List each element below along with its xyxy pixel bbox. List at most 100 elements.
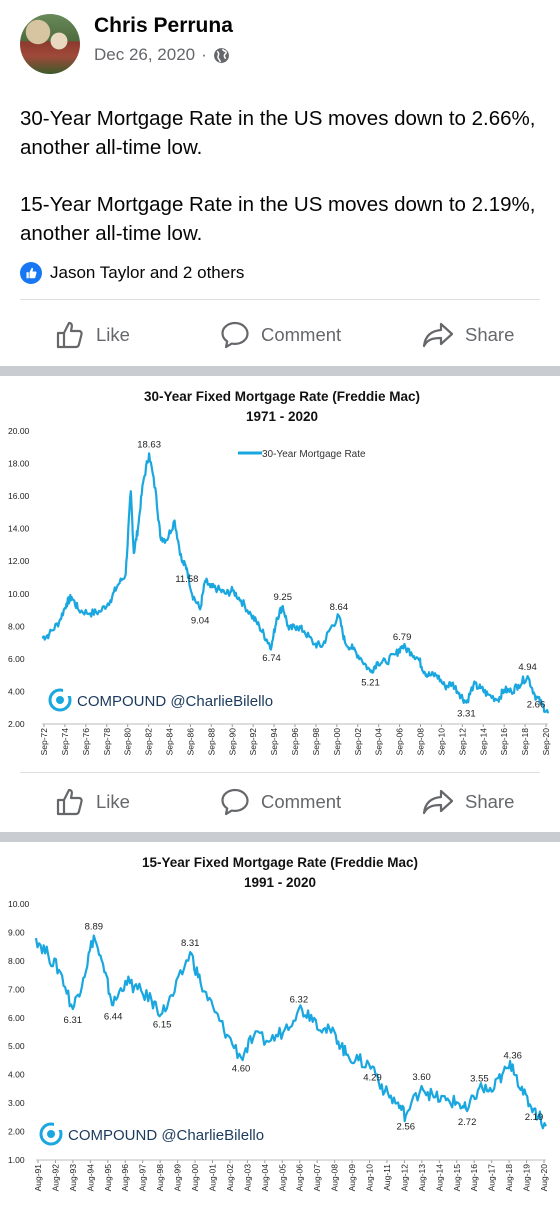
x-tick-label: Aug-92 [50,1164,60,1192]
y-tick-label: 18.00 [8,459,30,469]
x-tick-label: Sep-10 [436,728,446,756]
thumbs-up-icon [56,788,83,816]
chart-15-year[interactable]: 15-Year Fixed Mortgage Rate (Freddie Mac… [0,842,560,1200]
x-tick-label: Aug-97 [138,1164,148,1192]
post-date[interactable]: Dec 26, 2020 [94,45,196,64]
y-tick-label: 5.00 [8,1041,25,1051]
avatar[interactable] [20,14,80,74]
chart-15-year-svg: 15-Year Fixed Mortgage Rate (Freddie Mac… [8,855,549,1192]
reactions-summary[interactable]: Jason Taylor and 2 others [20,262,244,284]
author-name[interactable]: Chris Perruna [94,14,233,37]
y-tick-label: 8.00 [8,621,25,631]
chart-subtitle: 1991 - 2020 [244,875,316,890]
meta-separator: · [201,45,207,64]
x-tick-label: Aug-94 [85,1164,95,1192]
x-tick-label: Sep-80 [123,728,133,756]
data-label: 8.89 [85,922,104,933]
action-bar: Like Comment Share [0,307,560,363]
data-label: 6.31 [64,1015,83,1026]
y-tick-label: 10.00 [8,589,30,599]
share-button[interactable]: Share [421,774,514,830]
x-tick-label: Aug-95 [103,1164,113,1192]
x-tick-label: Aug-11 [382,1164,392,1191]
x-tick-label: Aug-93 [68,1164,78,1192]
x-tick-label: Sep-16 [499,728,509,756]
x-axis: Sep-72 Sep-74 Sep-76 Sep-78 Sep-80 Sep-82 Sep-… [39,723,551,756]
x-tick-label: Sep-94 [269,728,279,756]
x-tick-label: Aug-06 [295,1164,305,1192]
data-label: 3.55 [470,1073,489,1084]
like-label: Like [96,791,130,812]
x-tick-label: Aug-09 [347,1164,357,1192]
chart-30-year[interactable]: 30-Year Fixed Mortgage Rate (Freddie Mac… [0,376,560,772]
compound-logo: COMPOUND @CharlieBilello [48,688,273,712]
data-label: 6.74 [262,653,281,664]
x-tick-label: Sep-18 [520,728,530,756]
share-icon [422,322,454,348]
y-tick-label: 2.00 [8,719,25,729]
x-tick-label: Aug-04 [260,1164,270,1192]
comment-button[interactable]: Comment [219,307,341,363]
x-tick-label: Aug-07 [312,1164,322,1192]
data-label: 2.56 [397,1122,416,1133]
like-button[interactable]: Like [54,307,130,363]
x-tick-label: Aug-03 [242,1164,252,1192]
divider [20,772,540,773]
y-tick-label: 10.00 [8,899,30,909]
chart-subtitle: 1971 - 2020 [246,409,318,424]
section-gap [0,366,560,376]
y-tick-label: 14.00 [8,524,30,534]
post-meta: Dec 26, 2020 · [94,45,230,65]
x-tick-label: Sep-86 [185,728,195,756]
data-label: 4.36 [503,1050,522,1061]
x-tick-label: Sep-20 [541,728,551,756]
action-bar-image: Like Comment Share [0,774,560,830]
x-tick-label: Aug-16 [469,1164,479,1192]
x-tick-label: Aug-18 [504,1164,514,1192]
share-icon [422,789,454,815]
comment-button[interactable]: Comment [219,774,341,830]
section-gap [0,832,560,842]
data-label: 3.31 [457,709,476,720]
post-text: 30-Year Mortgage Rate in the US moves do… [20,104,540,276]
comment-icon [221,788,249,816]
x-tick-label: Aug-08 [330,1164,340,1192]
y-tick-label: 12.00 [8,556,30,566]
data-label: 6.44 [104,1011,123,1022]
like-label: Like [96,324,130,345]
post-header: Chris Perruna Dec 26, 2020 · [0,0,560,90]
x-tick-label: Aug-91 [33,1164,43,1192]
x-tick-label: Aug-14 [434,1164,444,1192]
compound-logo: COMPOUND @CharlieBilello [39,1122,264,1146]
chart-title: 30-Year Fixed Mortgage Rate (Freddie Mac… [144,389,420,404]
share-button[interactable]: Share [421,307,514,363]
chart-title: 15-Year Fixed Mortgage Rate (Freddie Mac… [142,855,418,870]
share-label: Share [465,324,515,345]
data-label: 2.19 [525,1112,544,1123]
data-label: 2.66 [527,699,546,710]
y-tick-label: 16.00 [8,491,30,501]
x-tick-label: Aug-01 [207,1164,217,1192]
like-reaction-icon [20,262,42,284]
x-tick-label: Sep-82 [144,728,154,756]
data-label: 11.58 [175,574,198,585]
series-line-30-year [41,452,550,714]
comment-icon [221,321,249,349]
post-text-line-2: 15-Year Mortgage Rate in the US moves do… [20,193,536,245]
comment-label: Comment [261,791,342,812]
x-tick-label: Sep-72 [39,728,49,756]
data-label: 9.04 [191,615,210,626]
x-tick-label: Aug-13 [417,1164,427,1192]
thumbs-up-icon [56,321,83,349]
data-label: 4.94 [518,662,537,673]
y-tick-label: 4.00 [8,1070,25,1080]
x-tick-label: Aug-20 [539,1164,549,1192]
x-tick-label: Sep-02 [353,728,363,756]
data-label: 6.15 [153,1020,172,1031]
y-axis: 20.00 18.00 16.00 14.00 12.00 10.00 8.00 6.00 4.… [8,426,30,729]
x-tick-label: Sep-08 [416,728,426,756]
series-line-15-year [34,934,547,1130]
x-tick-label: Sep-74 [60,728,70,756]
y-tick-label: 4.00 [8,686,25,696]
like-button[interactable]: Like [54,774,130,830]
